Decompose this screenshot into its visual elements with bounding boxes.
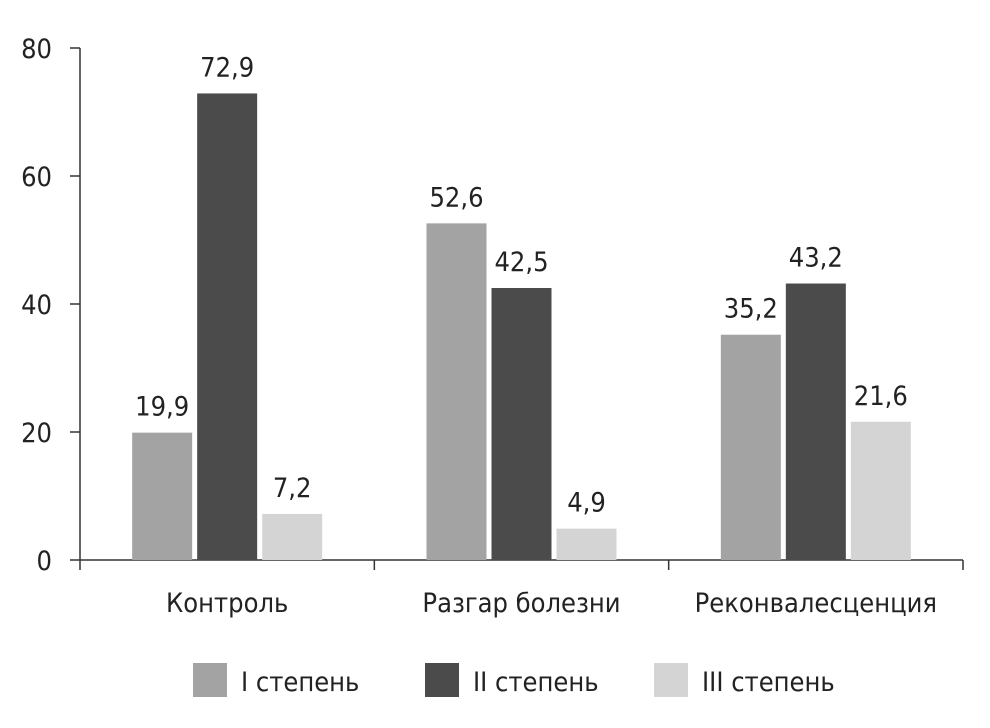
data-label: 4,9 (567, 488, 606, 519)
category-label: Реконвалесценция (695, 588, 937, 619)
bar (197, 93, 258, 560)
data-label: 42,5 (494, 247, 548, 278)
y-tick-label: 40 (21, 290, 52, 321)
data-label: 19,9 (135, 392, 189, 423)
legend-swatch (193, 663, 227, 697)
x-axis: Контроль Разгар болезни Реконвалесценция (79, 559, 964, 619)
bars (132, 93, 911, 561)
y-tick-label: 60 (21, 162, 52, 193)
data-label: 35,2 (724, 294, 778, 325)
data-label: 52,6 (429, 182, 483, 213)
category-label: Контроль (166, 588, 288, 619)
y-tick-label: 20 (21, 418, 52, 449)
legend-label: III степень (702, 667, 835, 698)
bar (720, 334, 781, 560)
data-label: 72,9 (200, 52, 254, 83)
bar (785, 283, 846, 560)
y-axis: 0 20 40 60 80 (21, 34, 81, 577)
bar (491, 288, 552, 560)
legend-label: II степень (473, 667, 599, 698)
legend: I степень II степень III степень (193, 663, 835, 698)
bar (132, 432, 193, 560)
bar (850, 421, 911, 560)
y-tick-label: 0 (37, 546, 52, 577)
bar (556, 528, 617, 560)
legend-swatch (425, 663, 459, 697)
data-label: 7,2 (273, 473, 312, 504)
data-labels: 19,9 72,9 7,2 52,6 42,5 4,9 35,2 43,2 21,6 (135, 52, 908, 518)
data-label: 43,2 (789, 243, 843, 274)
legend-label: I степень (241, 667, 359, 698)
bar (262, 513, 323, 560)
y-tick-label: 80 (21, 34, 52, 65)
bar (426, 223, 487, 561)
category-label: Разгар болезни (422, 588, 620, 619)
legend-swatch (654, 663, 688, 697)
data-label: 21,6 (854, 381, 908, 412)
